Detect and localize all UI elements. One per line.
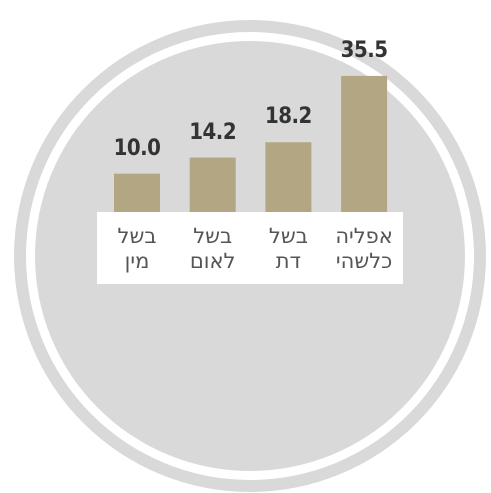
value-label: 14.2 [189, 119, 237, 145]
label-band [97, 212, 403, 284]
bar [189, 157, 236, 212]
value-label: 10.0 [113, 135, 161, 161]
bar [265, 142, 312, 212]
value-label: 35.5 [340, 37, 388, 63]
bar [114, 173, 160, 212]
x-tick-label: אפליה כלשהי [335, 224, 393, 273]
bar [341, 75, 388, 213]
value-label: 18.2 [264, 104, 312, 130]
x-tick-label: בשל לאום [189, 224, 236, 273]
x-tick-label: בשל דת [268, 224, 308, 273]
x-tick-label: בשל מין [117, 224, 157, 273]
